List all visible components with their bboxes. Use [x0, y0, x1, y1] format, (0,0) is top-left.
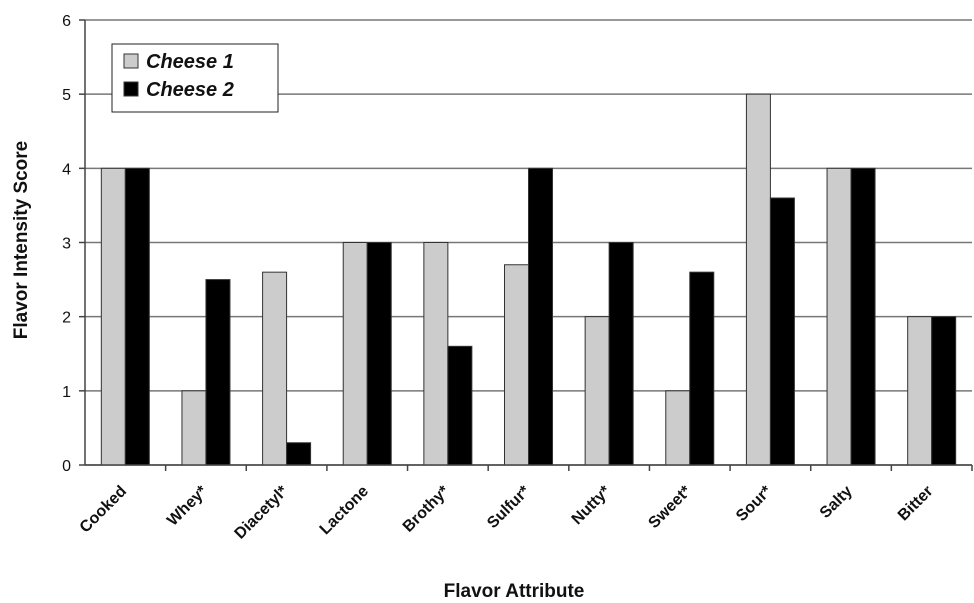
x-tick-label: Whey* [164, 482, 211, 529]
bar-cheese1 [584, 316, 610, 466]
bar-cheese1 [342, 242, 368, 466]
y-tick-label: 6 [62, 13, 71, 30]
y-tick-label: 5 [62, 87, 71, 104]
bar-cheese2 [447, 345, 473, 466]
bar-cheese1 [181, 390, 207, 466]
bar-cheese2 [528, 167, 553, 466]
bar-cheese1 [262, 271, 288, 466]
bar-cheese1 [423, 242, 449, 466]
x-tick-labels: Cooked Whey* Diacetyl* Lactone Brothy* Sulfur… [77, 482, 937, 542]
bar-cheese1 [745, 93, 771, 466]
x-tick-label: Diacetyl* [232, 482, 292, 542]
bar-cheese2 [769, 197, 795, 466]
x-tick-label: Sour* [733, 482, 776, 525]
x-tick-label: Brothy* [400, 482, 453, 535]
bar-cheese2 [608, 242, 634, 466]
legend-swatch-cheese2 [123, 81, 139, 97]
bar-cheese2 [931, 316, 957, 466]
x-tick-label: Salty [817, 483, 856, 522]
y-tick-label: 1 [62, 384, 71, 401]
y-axis-title: Flavor Intensity Score [11, 140, 32, 340]
bar-cheese2 [205, 279, 231, 466]
x-tick-label: Sulfur* [484, 482, 534, 532]
legend: Cheese 1 Cheese 2 [111, 43, 279, 113]
bar-cheese2 [286, 442, 312, 466]
legend-label-cheese2: Cheese 2 [146, 79, 234, 101]
bar-cheese2 [366, 242, 392, 466]
y-tick-label: 4 [62, 161, 71, 178]
bar-cheese1 [504, 264, 529, 466]
legend-box [111, 43, 279, 113]
x-axis-title: Flavor Attribute [443, 581, 585, 602]
y-tick-label: 3 [62, 236, 71, 253]
y-tick-labels: 0 1 2 3 4 5 6 [62, 13, 71, 475]
legend-swatch-cheese1 [123, 53, 139, 69]
y-tick-label: 0 [62, 458, 71, 475]
bar-cheese1 [907, 316, 933, 466]
x-tick-label: Nutty* [569, 482, 615, 528]
bar-cheese1 [826, 167, 852, 466]
x-tick-label: Cooked [77, 483, 131, 537]
x-tick-label: Bitter [895, 483, 937, 525]
legend-label-cheese1: Cheese 1 [146, 51, 234, 73]
bar-cheese2 [124, 167, 150, 466]
bar-cheese2 [850, 167, 876, 466]
bar-cheese1 [665, 390, 691, 466]
axes [79, 19, 973, 471]
x-tick-label: Sweet* [645, 482, 695, 532]
x-tick-label: Lactone [317, 483, 372, 538]
y-tick-label: 2 [62, 310, 71, 327]
bar-cheese2 [689, 271, 715, 466]
bar-cheese1 [100, 167, 126, 466]
bars [100, 93, 957, 466]
